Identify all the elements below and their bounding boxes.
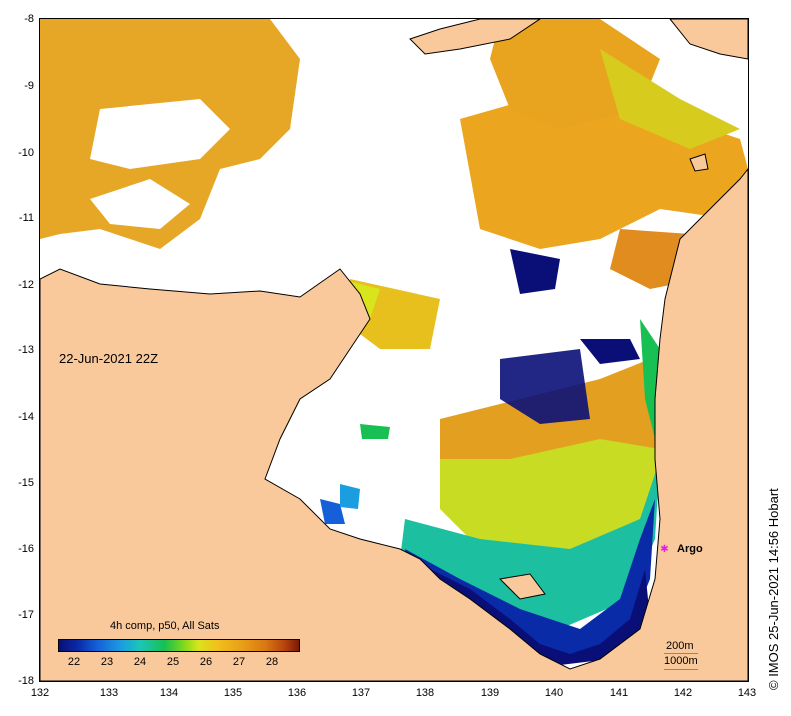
legend-label: 23	[100, 656, 114, 668]
credit-label: © IMOS 25-Jun-2021 14:56 Hobart	[766, 488, 781, 690]
argo-float-icon: ✱	[660, 544, 669, 555]
sst-field	[40, 19, 748, 665]
x-tick-label: 138	[415, 687, 435, 699]
x-tick-label: 133	[99, 687, 119, 699]
y-tick-label: -17	[18, 609, 34, 621]
legend-label: 27	[232, 656, 246, 668]
x-tick-label: 132	[30, 687, 50, 699]
argo-label: Argo	[677, 543, 703, 555]
y-tick-label: -9	[24, 80, 34, 92]
y-tick-label: -8	[24, 13, 34, 25]
y-tick-label: -10	[18, 147, 34, 159]
x-tick-label: 135	[223, 687, 243, 699]
legend-label: 26	[199, 656, 213, 668]
x-tick-label: 143	[737, 687, 757, 699]
x-tick-label: 134	[159, 687, 179, 699]
x-tick-label: 136	[287, 687, 307, 699]
depth-1000-line	[664, 669, 698, 670]
x-tick-label: 139	[480, 687, 500, 699]
depth-200-line	[664, 653, 698, 654]
y-tick-label: -18	[18, 675, 34, 687]
y-tick-label: -15	[18, 477, 34, 489]
land	[40, 19, 748, 681]
legend-label: 28	[265, 656, 279, 668]
y-tick-label: -13	[18, 344, 34, 356]
color-scale-bar	[58, 639, 300, 652]
depth-200-label: 200m	[666, 640, 694, 652]
x-tick-label: 142	[673, 687, 693, 699]
y-tick-label: -16	[18, 543, 34, 555]
legend-label: 22	[67, 656, 81, 668]
x-tick-label: 137	[351, 687, 371, 699]
legend-label: 25	[166, 656, 180, 668]
depth-1000-label: 1000m	[664, 655, 698, 667]
date-label: 22-Jun-2021 22Z	[59, 351, 159, 366]
y-tick-label: -11	[18, 212, 34, 224]
sst-map	[39, 18, 749, 682]
legend-label: 24	[133, 656, 147, 668]
x-tick-label: 140	[544, 687, 564, 699]
legend-title: 4h comp, p50, All Sats	[110, 620, 220, 632]
map-canvas	[40, 19, 748, 681]
y-tick-label: -14	[18, 411, 34, 423]
x-tick-label: 141	[609, 687, 629, 699]
y-tick-label: -12	[18, 279, 34, 291]
